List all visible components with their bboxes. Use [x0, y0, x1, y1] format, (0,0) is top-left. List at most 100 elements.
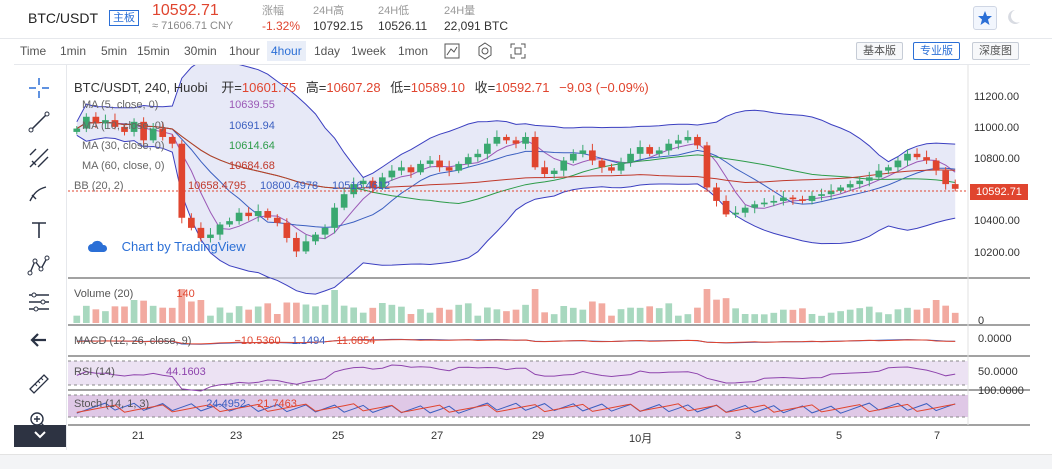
macd-legend[interactable]: MACD (12, 26, close, 9) −10.5360 1.1494 … [74, 335, 375, 347]
ma30-legend[interactable]: MA (30, close, 0) [82, 140, 165, 152]
low-label: 低= [390, 80, 411, 95]
volume-bar [636, 307, 644, 323]
collapse-toolbar-button[interactable] [14, 425, 66, 447]
volume-bar [493, 309, 501, 323]
candle-body [684, 136, 692, 141]
volume-bar [407, 314, 415, 323]
candles-layer [73, 112, 959, 257]
interval-1hour[interactable]: 1hour [229, 44, 260, 58]
ma30-value: 10614.64 [229, 140, 275, 152]
volume-bar [713, 299, 720, 323]
volume-bar [350, 307, 358, 323]
bb-basis: 10658.4795 [188, 180, 247, 192]
rsi-legend[interactable]: RSI (14) 44.1603 [74, 366, 206, 378]
price-chart-svg[interactable] [68, 58, 1030, 450]
close-label: 收= [474, 80, 496, 95]
interval-4hour[interactable]: 4hour [267, 41, 306, 61]
candle-body [617, 162, 625, 171]
interval-5min[interactable]: 5min [101, 44, 128, 58]
volume-bar [522, 304, 529, 323]
favorite-star-button[interactable] [973, 6, 997, 30]
volume-bar [560, 306, 568, 323]
stoch-legend[interactable]: Stoch (14, 1, 3) 24.4952 21.7463 [74, 398, 297, 410]
bollinger-lower-line [76, 134, 956, 295]
fibonacci-icon [29, 292, 49, 312]
volume-bar [302, 304, 310, 323]
volume-bar [512, 309, 520, 323]
volume-bar [245, 309, 252, 323]
interval-1min[interactable]: 1min [60, 44, 87, 58]
crosshair-tool[interactable] [24, 75, 54, 101]
ma10-legend[interactable]: MA (10, close, 0) [82, 120, 165, 132]
interval-1week[interactable]: 1week [351, 44, 386, 58]
text-tool[interactable] [24, 217, 54, 243]
candle-body [732, 212, 739, 215]
price-tick-4: 10400.00 [974, 215, 1020, 227]
rsi-axis-tick: 50.0000 [978, 366, 1018, 378]
volume-bar [694, 307, 701, 323]
candle-body [369, 180, 377, 188]
interval-30min[interactable]: 30min [184, 44, 217, 58]
candle-body [598, 160, 606, 168]
interval-1day[interactable]: 1day [314, 44, 341, 58]
candle-body [541, 167, 548, 174]
bb-legend[interactable]: BB (20, 2) [74, 180, 124, 192]
rsi-value: 44.1603 [166, 366, 206, 378]
crosshair-icon [29, 78, 49, 98]
settings-button[interactable] [475, 41, 495, 61]
stat-volume-value: 22,091 BTC [444, 19, 509, 33]
candle-body [865, 177, 873, 181]
stat-high-label: 24H高 [313, 5, 345, 17]
theme-toggle-button[interactable] [1002, 6, 1024, 28]
volume-legend[interactable]: Volume (20) 140 [74, 288, 195, 300]
price-tick-3: 10800.00 [974, 153, 1020, 165]
volume-bar [780, 309, 787, 323]
trendline-tool[interactable] [24, 109, 54, 135]
pattern-tool[interactable] [24, 253, 54, 279]
candle-body [713, 187, 720, 201]
candle-chart-icon [444, 43, 460, 59]
volume-bar [102, 311, 109, 323]
time-axis[interactable]: 21 23 25 27 29 10月 3 5 7 [68, 428, 1030, 450]
stat-change-label: 涨幅 [262, 5, 284, 17]
tradingview-watermark[interactable]: Chart by TradingView [86, 238, 246, 254]
view-pro-button[interactable]: 专业版 [913, 42, 960, 60]
fib-tool[interactable] [24, 289, 54, 315]
candle-body [531, 136, 539, 168]
pitchfork-tool[interactable] [24, 145, 54, 171]
interval-1mon[interactable]: 1mon [398, 44, 429, 58]
brush-tool[interactable] [24, 181, 54, 207]
pair-name[interactable]: BTC/USDT [28, 10, 98, 26]
volume-bar [140, 300, 147, 323]
candle-body [302, 241, 310, 252]
candle-body [283, 222, 291, 238]
candle-body [82, 116, 90, 129]
interval-time[interactable]: Time [20, 44, 47, 58]
view-depth-button[interactable]: 深度图 [972, 42, 1019, 60]
symbol-label: BTC/USDT, 240, Huobi [74, 80, 208, 95]
volume-bar [827, 312, 835, 323]
chart-style-button[interactable] [442, 41, 462, 61]
candle-body [235, 212, 243, 222]
volume-bar [207, 315, 214, 323]
current-price-tag: 10592.71 [970, 184, 1028, 200]
stoch-label: Stoch (14, 1, 3) [74, 398, 150, 410]
candle-body [674, 140, 682, 144]
chart-area[interactable]: BTC/USDT, 240, Huobi 开=10601.75 高=10607.… [68, 58, 1030, 450]
ruler-tool[interactable] [24, 371, 54, 397]
view-basic-button[interactable]: 基本版 [856, 42, 903, 60]
back-arrow-tool[interactable] [24, 327, 54, 353]
ma60-legend[interactable]: MA (60, close, 0) [82, 160, 165, 172]
volume-bar [388, 304, 396, 323]
candle-body [837, 187, 844, 191]
candle-body [264, 211, 272, 218]
volume-bar [789, 309, 797, 323]
candle-body [646, 147, 654, 154]
volume-bar [321, 304, 329, 323]
interval-15min[interactable]: 15min [137, 44, 170, 58]
high-label: 高= [305, 80, 327, 95]
drawing-tools-panel [14, 65, 67, 450]
ma5-legend[interactable]: MA (5, close, 0) [82, 99, 158, 111]
fullscreen-button[interactable] [508, 41, 528, 61]
volume-bar [455, 304, 463, 323]
